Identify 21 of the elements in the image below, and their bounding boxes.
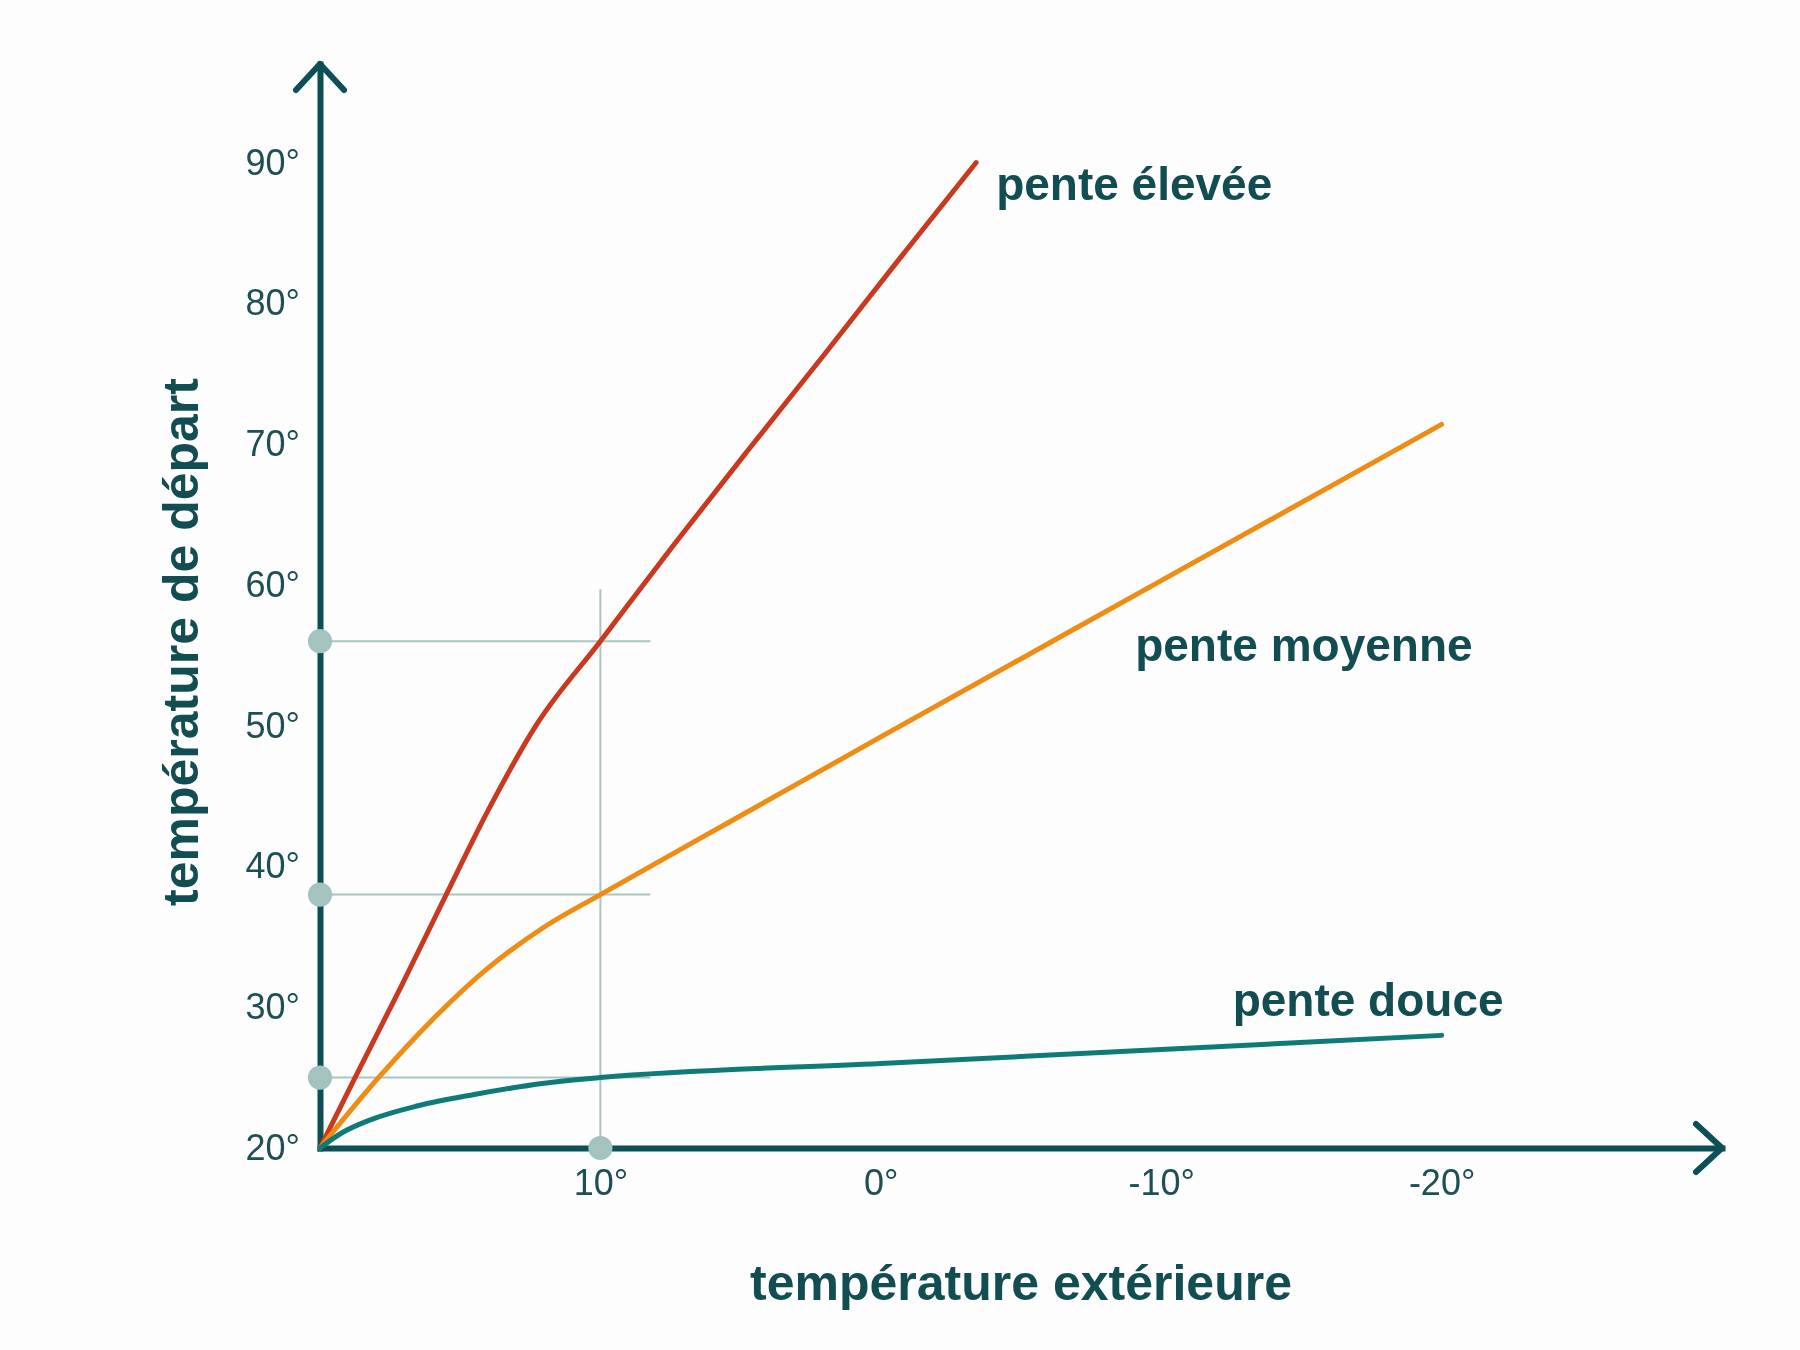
y-axis-title: température de départ <box>153 377 209 906</box>
series-label: pente douce <box>1232 974 1504 1027</box>
x-tick-label: 0° <box>864 1161 899 1203</box>
x-axis-title: température extérieure <box>750 1255 1292 1311</box>
y-tick-label: 90° <box>245 141 300 183</box>
point <box>307 1065 333 1090</box>
point <box>307 629 333 654</box>
x-tick-label: -20° <box>1408 1161 1476 1203</box>
y-tick-label: 80° <box>245 282 300 324</box>
x-tick-label: 10° <box>573 1161 629 1203</box>
y-tick-label: 20° <box>245 1127 300 1169</box>
y-tick-label: 70° <box>245 423 300 465</box>
point <box>307 882 333 907</box>
y-tick-label: 60° <box>245 563 300 605</box>
y-tick-label: 50° <box>245 704 300 746</box>
series-label: pente élevée <box>996 157 1273 210</box>
y-tick-label: 30° <box>245 986 300 1028</box>
x-tick-label: -10° <box>1128 1161 1195 1203</box>
point <box>588 1135 613 1161</box>
y-tick-label: 40° <box>245 845 300 887</box>
series-label: pente moyenne <box>1135 619 1473 672</box>
